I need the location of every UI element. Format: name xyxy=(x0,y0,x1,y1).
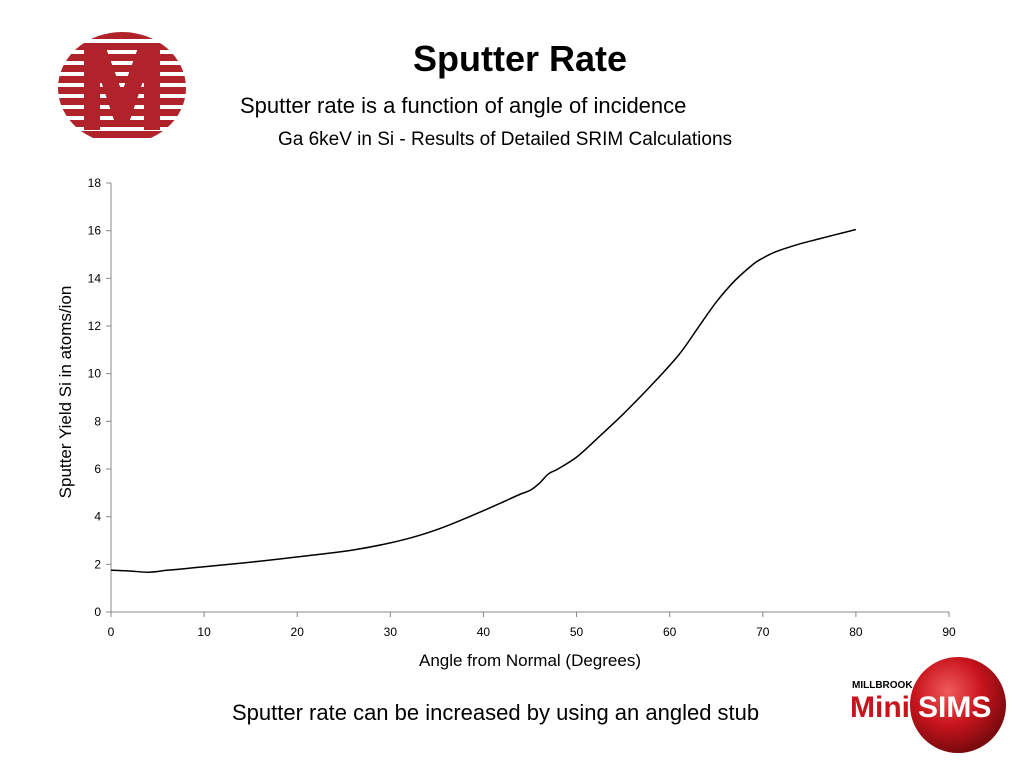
y-tick-label: 4 xyxy=(94,510,101,524)
x-tick-label: 40 xyxy=(477,625,491,639)
y-tick-label: 16 xyxy=(88,224,102,238)
x-tick-label: 80 xyxy=(849,625,863,639)
footer-note: Sputter rate can be increased by using a… xyxy=(232,700,760,725)
x-tick-label: 10 xyxy=(197,625,211,639)
sputter-yield-chart: 0 2 4 6 8 10 12 14 16 18 0 10 20 30 40 50 60 70 80 90 xyxy=(88,176,956,639)
x-tick-label: 20 xyxy=(291,625,305,639)
x-tick-label: 50 xyxy=(570,625,584,639)
page-title: Sputter Rate xyxy=(412,38,628,79)
y-tick-label: 8 xyxy=(94,414,101,428)
x-tick-label: 0 xyxy=(108,625,115,639)
y-tick-label: 10 xyxy=(88,367,102,381)
y-axis-label-wrap: Sputter Yield Si in atoms/ion xyxy=(52,260,80,524)
chart-title: Ga 6keV in Si - Results of Detailed SRIM… xyxy=(277,129,733,150)
y-tick-label: 14 xyxy=(88,271,102,285)
y-tick-label: 12 xyxy=(88,319,102,333)
sputter-yield-series-line xyxy=(110,228,857,573)
slide-subtitle: Sputter rate is a function of angle of i… xyxy=(240,93,687,118)
y-axis-label: Sputter Yield Si in atoms/ion xyxy=(56,285,75,499)
logo-millbrook-text: MILLBROOK xyxy=(852,680,913,691)
minisims-logo: MILLBROOK Mini SIMS xyxy=(850,657,1006,753)
x-axis-label: Angle from Normal (Degrees) xyxy=(418,651,641,670)
y-tick-label: 18 xyxy=(88,176,102,190)
x-tick-label: 30 xyxy=(384,625,398,639)
striped-m-circle-logo-icon xyxy=(58,32,186,138)
x-tick-label: 70 xyxy=(756,625,770,639)
x-tick-label: 90 xyxy=(942,625,956,639)
y-tick-label: 6 xyxy=(94,462,101,476)
logo-mini-text: Mini xyxy=(850,691,910,724)
x-tick-label: 60 xyxy=(663,625,677,639)
red-sphere-icon xyxy=(910,657,1006,753)
y-tick-label: 0 xyxy=(94,605,101,619)
logo-sims-text: SIMS xyxy=(918,691,991,724)
y-tick-label: 2 xyxy=(94,557,101,571)
